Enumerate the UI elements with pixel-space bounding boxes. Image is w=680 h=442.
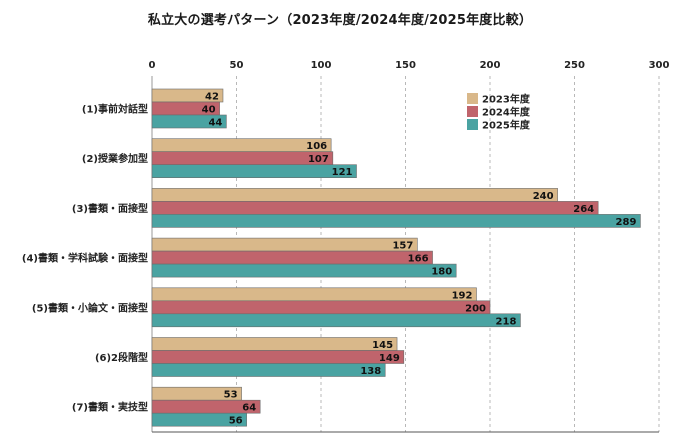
data-label: 157 [392,241,413,252]
data-label: 44 [208,118,222,129]
data-label: 289 [616,217,637,228]
data-label: 56 [229,416,243,427]
category-label: (1)事前対話型 [82,103,148,116]
bar [151,138,332,152]
data-label: 106 [306,141,327,152]
bar [151,337,398,351]
category-label: (3)書類・面接型 [72,202,148,215]
bar [151,300,491,315]
data-label: 166 [408,254,429,265]
bar [151,313,521,328]
x-tick-label: 300 [649,60,670,71]
bar [151,214,641,228]
bar [151,263,457,278]
bar [151,350,405,364]
x-tick-label: 200 [480,60,501,71]
chart-title: 私立大の選考パターン（2023年度/2024年度/2025年度比較） [147,13,533,28]
bar [151,151,334,165]
category-label: (5)書類・小論文・面接型 [32,301,148,314]
data-label: 192 [452,290,473,301]
data-label: 145 [372,340,393,351]
bar [151,363,386,377]
category-label: (2)授業参加型 [82,152,148,165]
x-tick-label: 250 [564,60,585,71]
legend-label: 2023年度 [482,93,531,106]
bar [151,250,433,265]
x-tick-label: 100 [311,60,332,71]
x-tick-label: 50 [230,60,244,71]
x-tick-label: 150 [395,60,416,71]
data-label: 218 [496,316,517,327]
bar [151,114,227,129]
legend-swatch [467,119,478,130]
bar [151,287,477,302]
bar [151,412,247,427]
data-label: 40 [202,105,216,116]
data-label: 121 [332,167,353,178]
category-label: (4)書類・学科試験・面接型 [22,252,148,265]
legend-label: 2024年度 [482,106,531,119]
category-label: (6)2段階型 [95,351,148,364]
data-label: 53 [224,390,238,401]
data-label: 200 [465,303,486,314]
bar [151,164,357,178]
data-label: 264 [573,204,594,215]
legend-label: 2025年度 [482,119,531,132]
data-label: 149 [379,353,400,364]
bar [151,201,599,215]
category-label: (7)書類・実技型 [72,401,148,414]
legend-swatch [467,106,478,117]
data-label: 138 [360,366,381,377]
legend-swatch [467,93,478,104]
data-label: 180 [431,267,452,278]
data-label: 42 [205,92,219,103]
data-label: 64 [242,403,256,414]
data-label: 107 [308,154,329,165]
bar [151,237,418,252]
bar [151,188,558,202]
data-label: 240 [533,191,554,202]
x-tick-label: 0 [149,60,156,71]
